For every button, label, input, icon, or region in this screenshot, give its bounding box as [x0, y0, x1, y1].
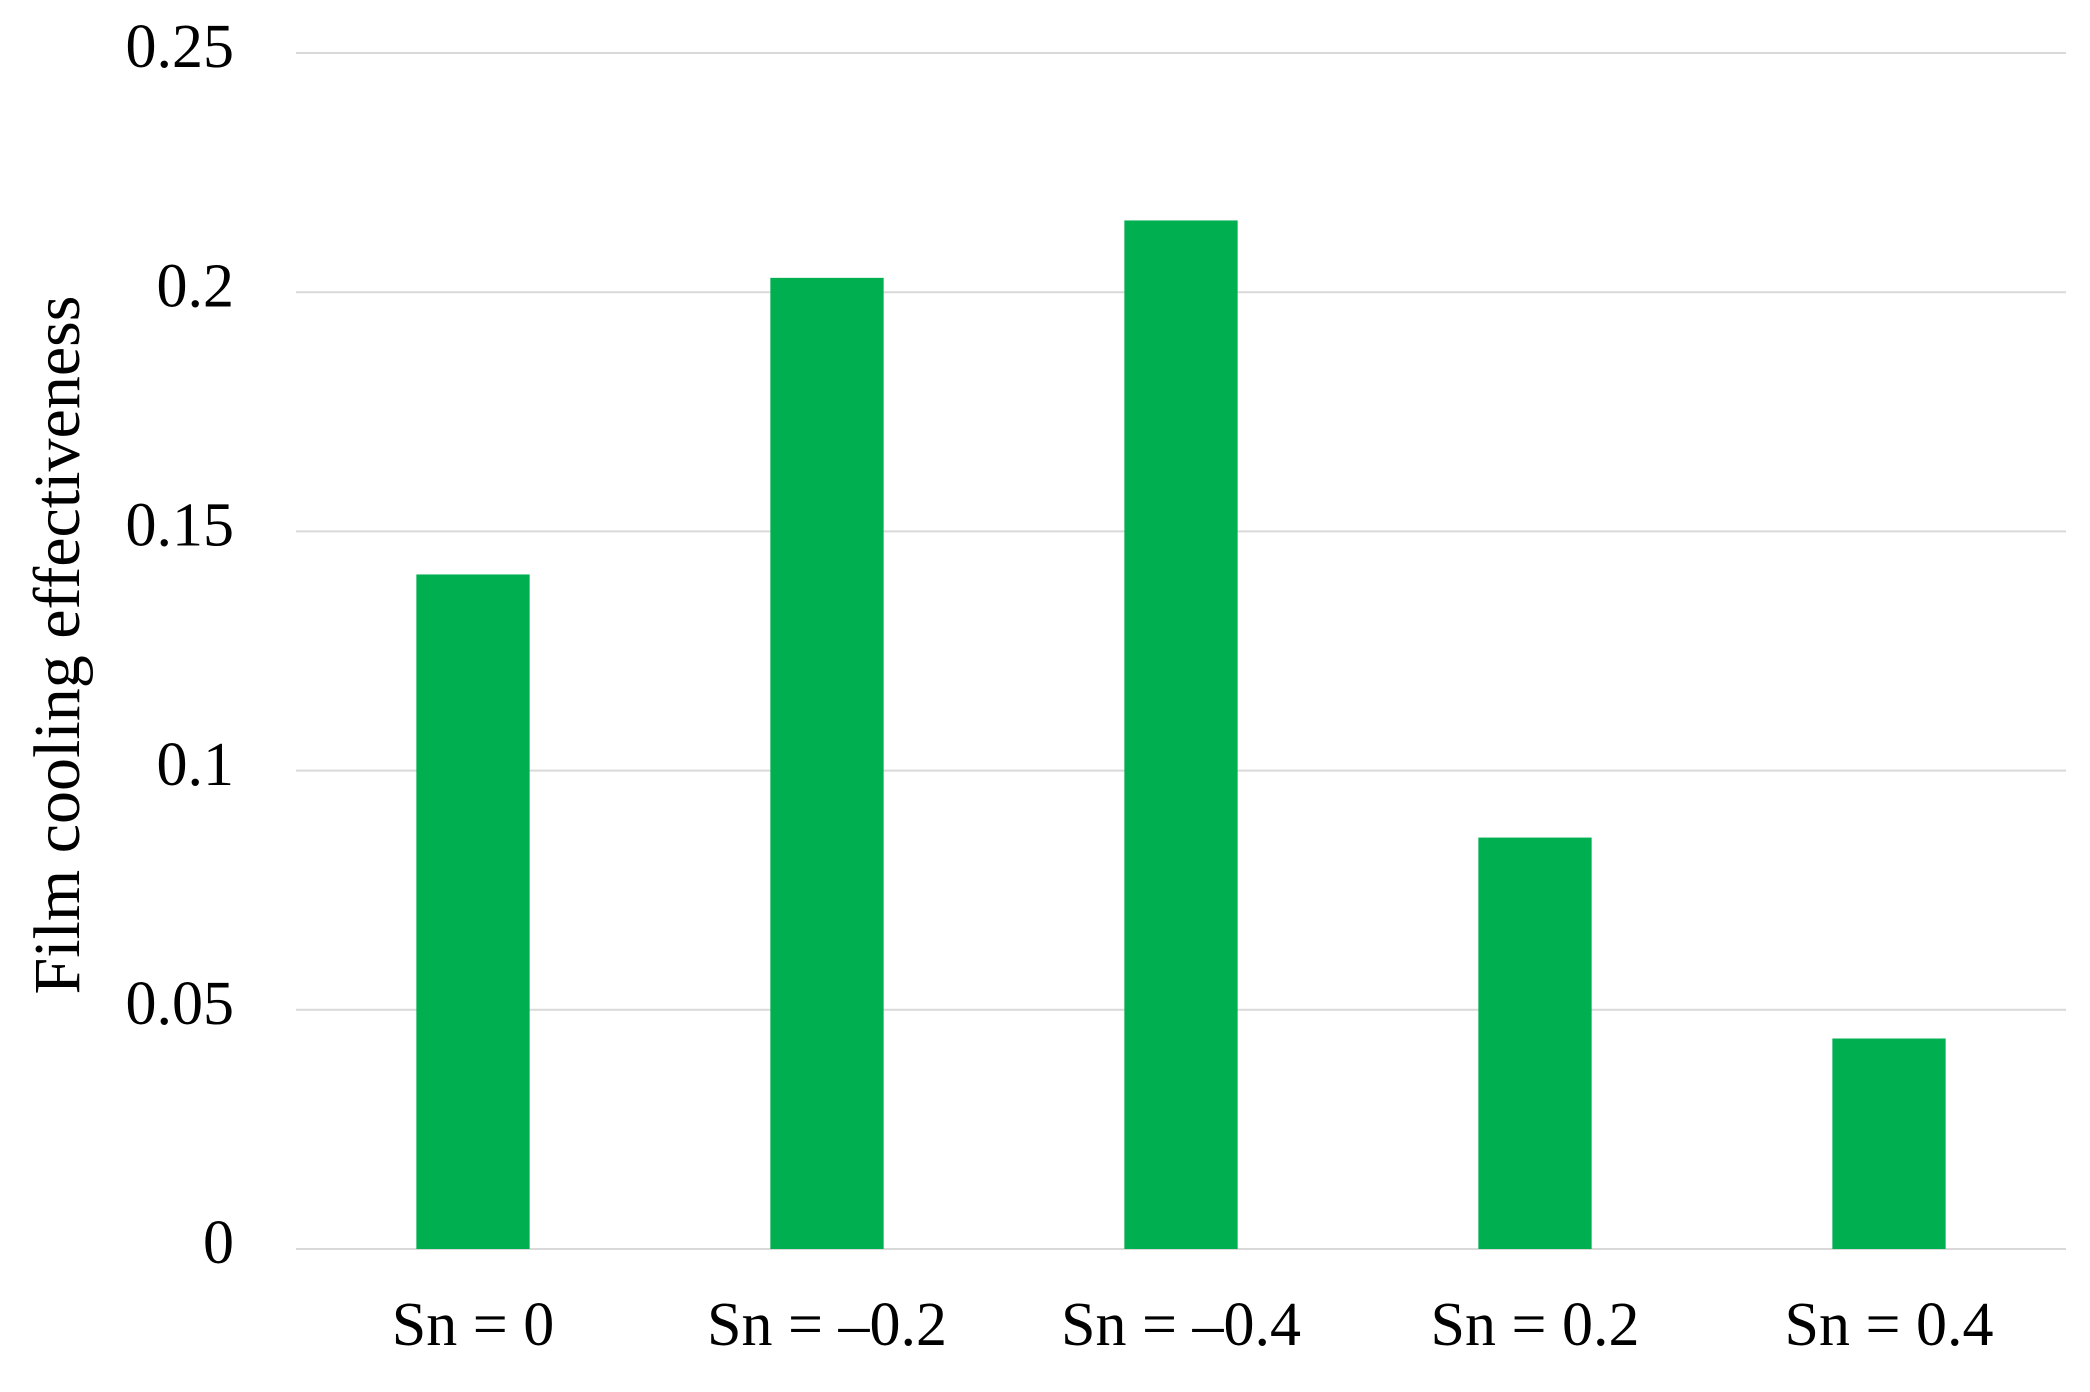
- bar: [416, 574, 530, 1249]
- x-tick-label: Sn = –0.2: [707, 1291, 947, 1359]
- x-tick-label: Sn = –0.4: [1061, 1291, 1301, 1359]
- x-tick-label: Sn = 0.4: [1785, 1291, 1994, 1359]
- y-tick-label: 0.2: [157, 252, 235, 320]
- bar: [1124, 220, 1238, 1250]
- y-tick-label: 0: [203, 1209, 234, 1277]
- bar: [770, 277, 884, 1249]
- y-tick-label: 0.1: [157, 731, 235, 799]
- y-tick-label: 0.15: [126, 492, 235, 560]
- y-tick-label: 0.05: [126, 970, 235, 1038]
- bar: [1478, 837, 1592, 1249]
- y-tick-label: 0.25: [126, 13, 235, 81]
- bar: [1832, 1038, 1946, 1249]
- y-axis-label: Film cooling effectiveness: [21, 296, 94, 995]
- x-tick-label: Sn = 0.2: [1431, 1291, 1640, 1359]
- x-tick-label: Sn = 0: [392, 1291, 554, 1359]
